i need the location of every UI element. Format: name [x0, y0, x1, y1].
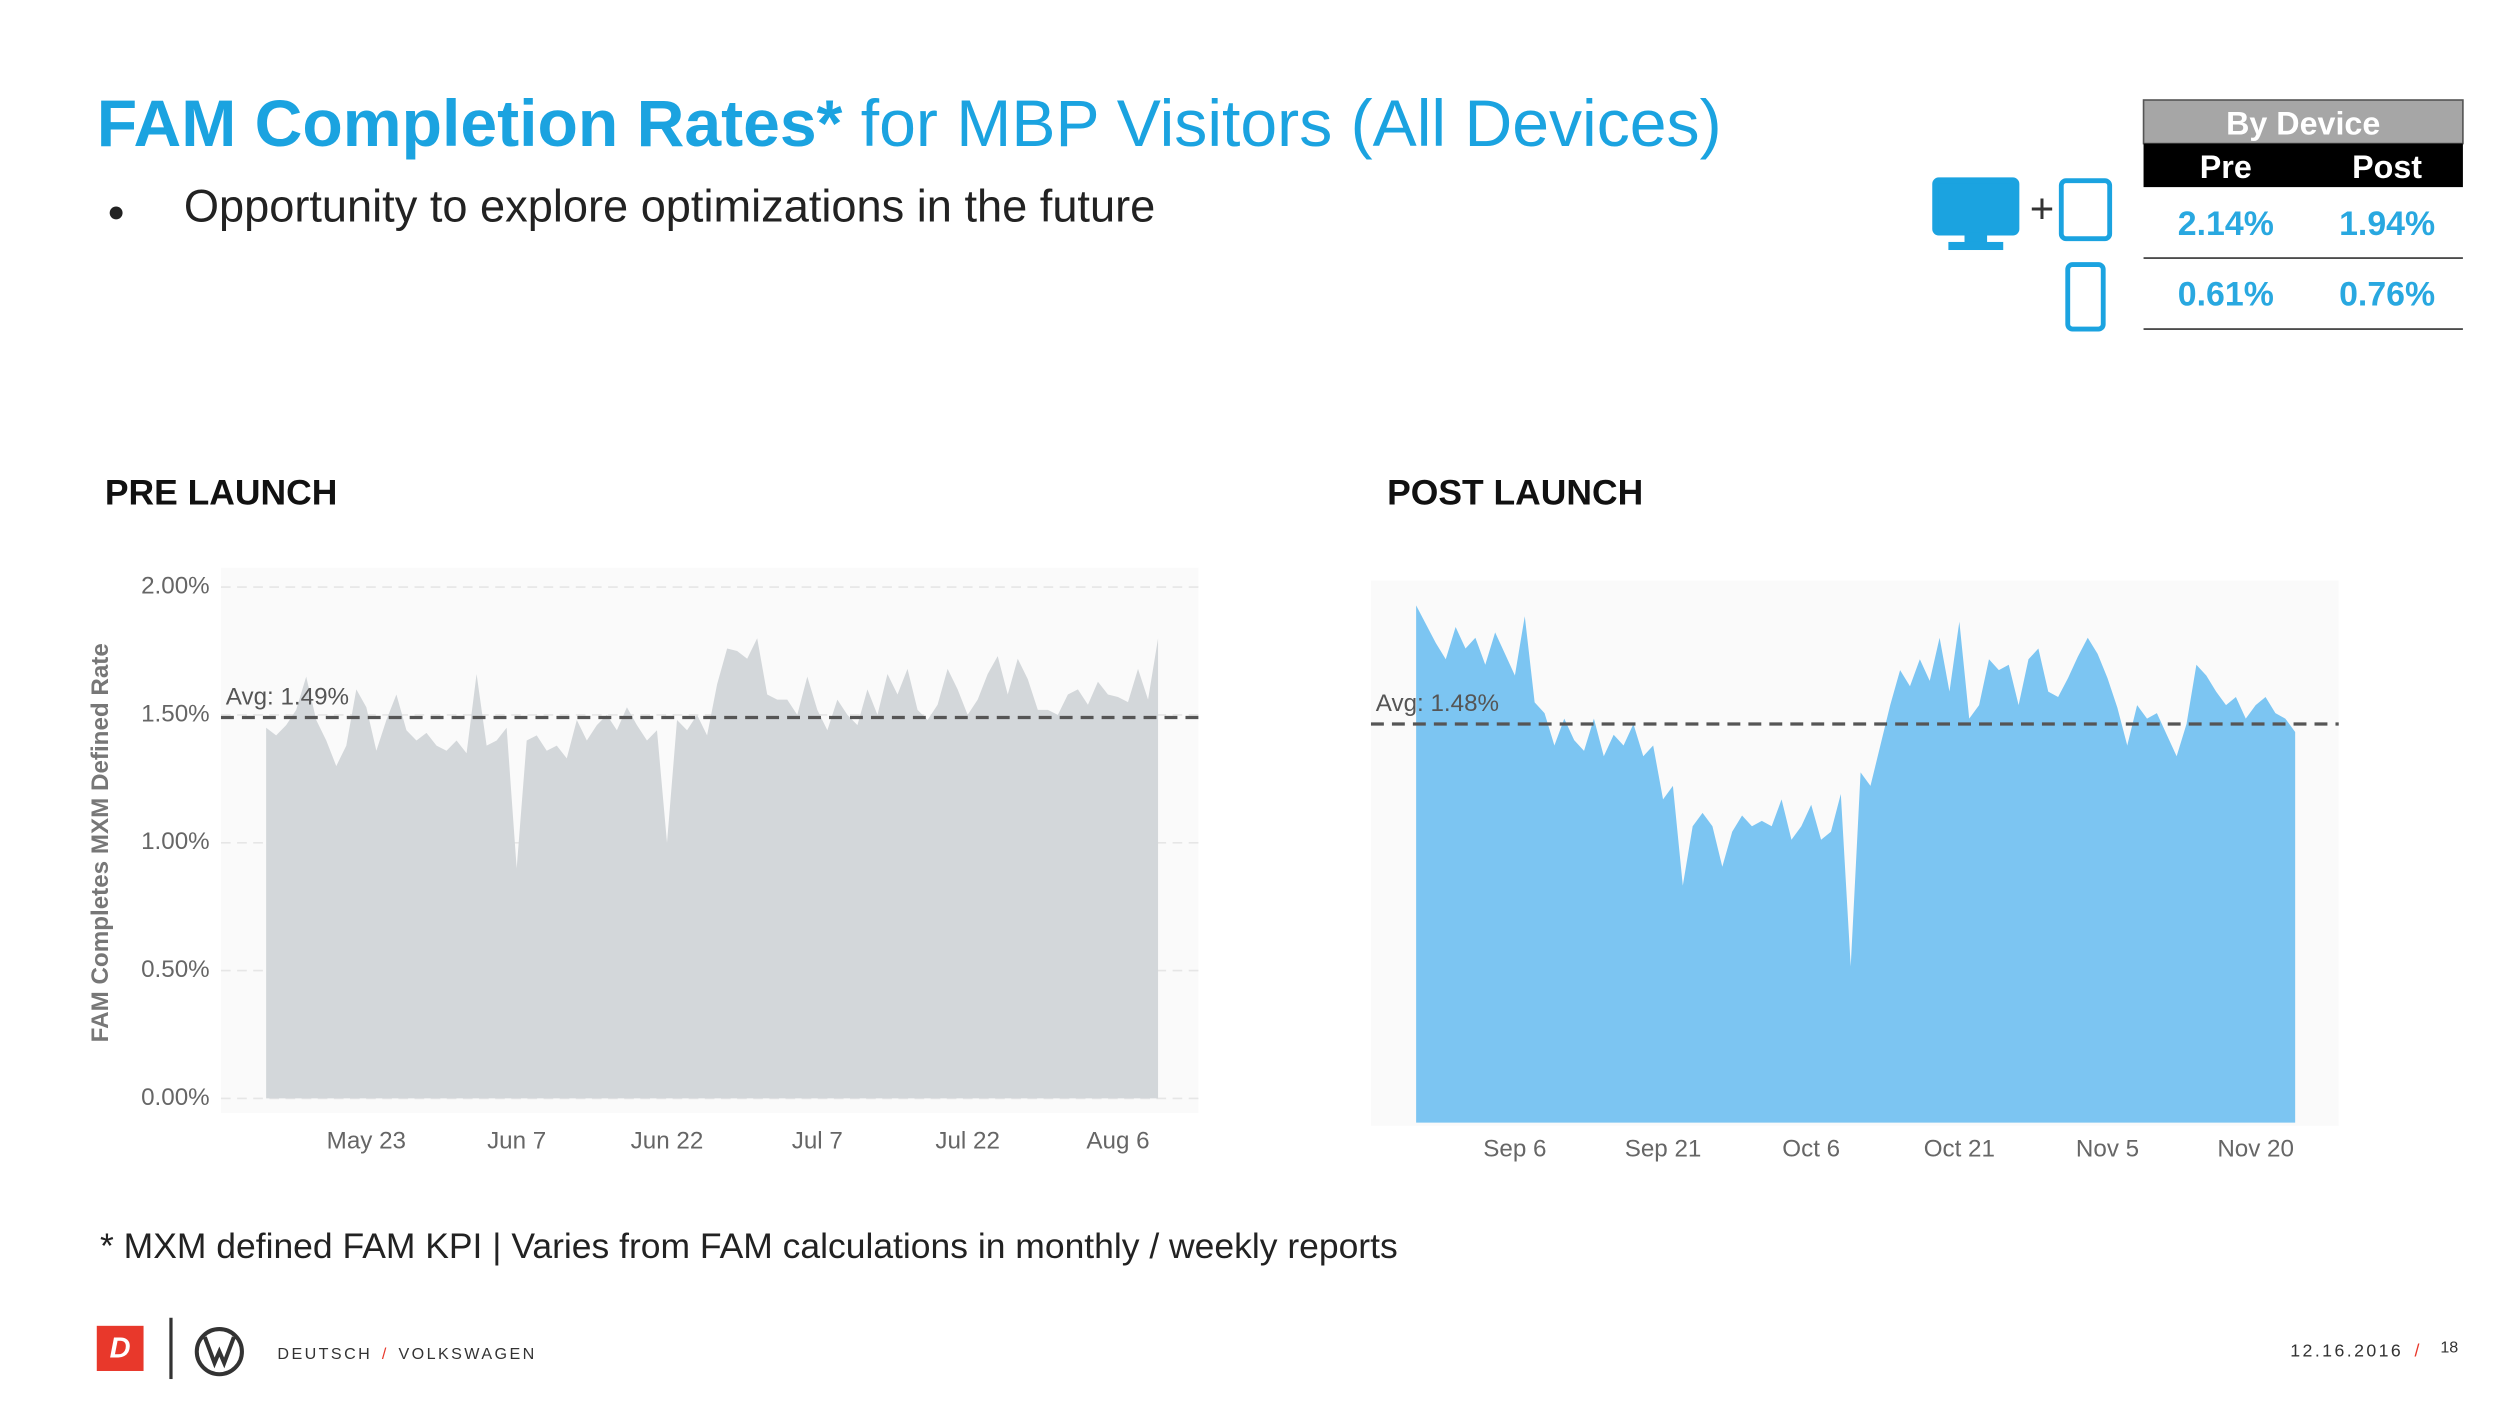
chart-title: PRE LAUNCH	[105, 473, 338, 513]
table-cell: 0.61%	[2178, 276, 2274, 314]
x-tick-label: Oct 21	[1924, 1135, 1995, 1162]
x-tick-label: Jun 22	[631, 1127, 704, 1154]
table-caption: By Device	[2226, 105, 2380, 141]
table-caption-bg	[2142, 99, 2464, 145]
chart-title: POST LAUNCH	[1387, 473, 1643, 513]
bullet-text: Opportunity to explore optimizations in …	[184, 181, 1155, 232]
brand-left: DEUTSCH	[277, 1345, 372, 1363]
x-tick-label: Jun 7	[487, 1127, 546, 1154]
tablet-icon	[2058, 178, 2113, 242]
x-tick-label: Aug 6	[1086, 1127, 1149, 1154]
logo-box	[96, 1325, 144, 1371]
x-tick-label: Sep 21	[1625, 1135, 1702, 1162]
y-axis-label: FAM Completes MXM Defined Rate	[87, 643, 114, 1042]
footer-date: 12.16.2016	[2290, 1340, 2403, 1360]
area	[1416, 605, 2296, 1123]
vw-logo	[194, 1327, 244, 1377]
table-header: Pre	[2200, 149, 2252, 185]
x-tick-label: Sep 6	[1483, 1135, 1546, 1162]
brand: DEUTSCH / VOLKSWAGEN	[277, 1345, 536, 1363]
x-tick-label: Nov 20	[2217, 1135, 2294, 1162]
logo-letter: D	[110, 1333, 131, 1365]
table-header: Post	[2352, 149, 2422, 185]
y-tick-label: 1.50%	[141, 700, 210, 727]
footnote: * MXM defined FAM KPI | Varies from FAM …	[100, 1226, 1398, 1266]
table-cell: 2.14%	[2178, 205, 2274, 243]
page-number: 18	[2440, 1339, 2458, 1357]
footer-slash: /	[2415, 1340, 2420, 1360]
average-label: Avg: 1.48%	[1376, 690, 1499, 717]
x-tick-label: Jul 22	[935, 1127, 1000, 1154]
device-icons	[1932, 177, 2113, 332]
charts: PRE LAUNCH FAM Completes MXM Defined Rate…	[87, 473, 2339, 1162]
y-tick-label: 1.00%	[141, 828, 210, 855]
plus-sign: +	[2030, 184, 2054, 231]
title-bold: FAM Completion Rates*	[97, 88, 843, 162]
table-header-bg	[2143, 143, 2463, 188]
y-tick-label: 2.00%	[141, 573, 210, 600]
x-tick-label: Jul 7	[792, 1127, 843, 1154]
brand-right: VOLKSWAGEN	[398, 1345, 536, 1363]
x-tick-label: May 23	[327, 1127, 406, 1154]
desktop-icon	[1932, 177, 2020, 236]
bullet-dot	[109, 206, 123, 220]
desktop-base	[1948, 241, 2004, 251]
y-tick-label: 0.00%	[141, 1084, 210, 1111]
table-cell: 0.76%	[2339, 276, 2435, 314]
phone-icon	[2065, 262, 2106, 332]
brand-separator: /	[382, 1345, 389, 1363]
area	[266, 638, 1159, 1099]
x-tick-label: Oct 6	[1782, 1135, 1840, 1162]
title: FAM Completion Rates* for MBP Visitors (…	[97, 88, 1722, 162]
y-tick-label: 0.50%	[141, 956, 210, 983]
title-rest: for MBP Visitors (All Devices)	[842, 88, 1721, 162]
x-tick-label: Nov 5	[2076, 1135, 2139, 1162]
average-label: Avg: 1.49%	[226, 684, 349, 711]
table-cell: 1.94%	[2339, 205, 2435, 243]
